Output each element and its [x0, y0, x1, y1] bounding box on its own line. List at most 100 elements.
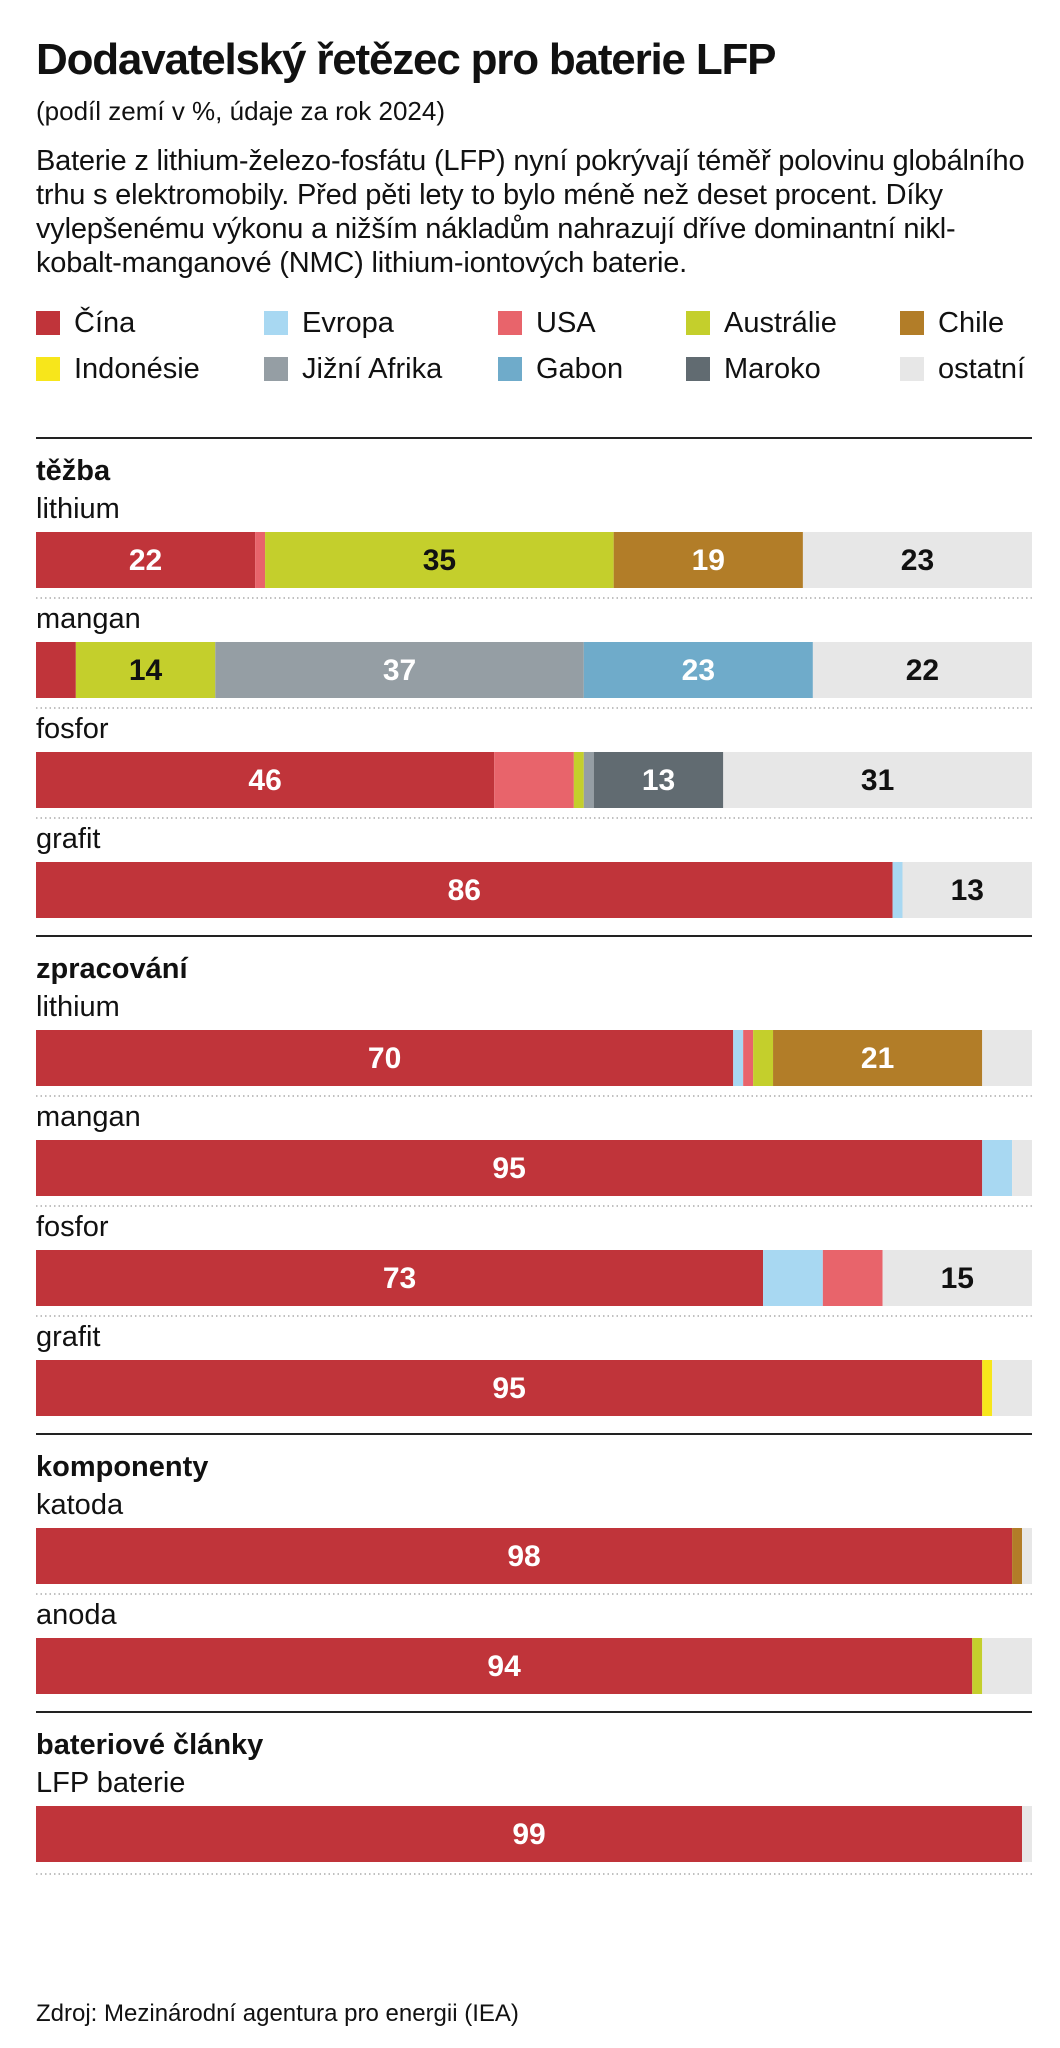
legend-swatch: [900, 357, 924, 381]
bar-segment-evropa: [982, 1140, 1013, 1196]
legend-item-chile: Chile: [900, 304, 1032, 342]
data-label: 95: [492, 1152, 525, 1185]
data-label: 13: [642, 764, 675, 797]
data-label: 46: [248, 764, 281, 797]
bar-segment-jizni_afrika: [215, 642, 584, 698]
legend-swatch: [498, 311, 522, 335]
legend-swatch: [36, 357, 60, 381]
legend-label: Jižní Afrika: [302, 353, 443, 385]
section-title: bateriové články: [36, 1729, 263, 1761]
row-label: mangan: [36, 603, 141, 635]
bar-segment-evropa: [892, 862, 903, 918]
data-label: 95: [492, 1372, 525, 1405]
bar-segment-usa: [255, 532, 266, 588]
data-label: 35: [423, 544, 456, 577]
legend-label: USA: [536, 307, 596, 339]
row-label: mangan: [36, 1101, 141, 1133]
legend-label: ostatní: [938, 353, 1026, 385]
bar-segment-ostatni: [1012, 1140, 1032, 1196]
bar-segment-ostatni: [1022, 1528, 1032, 1584]
legend-label: Chile: [938, 307, 1005, 339]
bar-segment-ostatni: [723, 752, 1032, 808]
bar-segment-cina: [36, 1030, 734, 1086]
bar-segment-ostatni: [812, 642, 1032, 698]
legend-item-jizni_afrika: Jižní Afrika: [264, 350, 498, 388]
bar-segment-cina: [36, 1360, 983, 1416]
legend-label: Maroko: [724, 353, 821, 385]
row-label: LFP baterie: [36, 1767, 185, 1799]
bar-segment-cina: [36, 862, 893, 918]
bar-segment-cina: [36, 1806, 1023, 1862]
stacked-bar-chart: těžba lithium 22 35 19 23 mangan 14 37 23 22 fosfor…: [36, 437, 1032, 1875]
legend-item-usa: USA: [498, 304, 686, 342]
data-label: 99: [512, 1818, 545, 1851]
data-label: 31: [861, 764, 894, 797]
data-label: 14: [129, 654, 163, 687]
bar-segment-cina: [36, 532, 256, 588]
row-label: grafit: [36, 1321, 100, 1353]
bar-segment-chile: [1012, 1528, 1023, 1584]
row-label: fosfor: [36, 713, 109, 745]
bar-segment-cina: [36, 752, 495, 808]
row-label: grafit: [36, 823, 100, 855]
legend-swatch: [498, 357, 522, 381]
bar-segment-cina: [36, 1140, 983, 1196]
chart-subtitle: (podíl zemí v %, údaje za rok 2024): [36, 96, 445, 126]
section-title: komponenty: [36, 1451, 208, 1483]
bar-segment-ostatni: [982, 1638, 1032, 1694]
legend-swatch: [900, 311, 924, 335]
bar-segment-ostatni: [982, 1030, 1032, 1086]
bar-segment-ostatni: [1022, 1806, 1032, 1862]
data-label: 19: [692, 544, 725, 577]
bar-segment-chile: [773, 1030, 983, 1086]
legend-item-evropa: Evropa: [264, 304, 498, 342]
bar-segment-cina: [36, 642, 76, 698]
legend-label: Evropa: [302, 307, 394, 339]
row-label: lithium: [36, 493, 120, 525]
data-label: 22: [906, 654, 939, 687]
source-note: Zdroj: Mezinárodní agentura pro energii …: [36, 2000, 519, 2027]
section-title: zpracování: [36, 953, 188, 985]
bar-segment-cina: [36, 1638, 973, 1694]
data-label: 98: [507, 1540, 540, 1573]
bar-segment-ostatni: [802, 532, 1032, 588]
legend-swatch: [686, 357, 710, 381]
legend-item-australie: Austrálie: [686, 304, 900, 342]
bar-segment-jizni_afrika: [583, 752, 594, 808]
data-label: 21: [861, 1042, 894, 1075]
bar-segment-ostatni: [902, 862, 1032, 918]
legend-item-indonesie: Indonésie: [36, 350, 264, 388]
data-label: 94: [487, 1650, 521, 1683]
data-label: 15: [941, 1262, 974, 1295]
section-title: těžba: [36, 455, 111, 487]
data-label: 73: [383, 1262, 416, 1295]
row-label: anoda: [36, 1599, 118, 1631]
data-label: 22: [129, 544, 162, 577]
bar-segment-australie: [972, 1638, 983, 1694]
bar-segment-evropa: [733, 1030, 744, 1086]
legend-label: Austrálie: [724, 307, 837, 339]
bar-segment-australie: [573, 752, 584, 808]
legend-item-cina: Čína: [36, 304, 264, 342]
bar-segment-usa: [494, 752, 574, 808]
bar-segment-usa: [743, 1030, 754, 1086]
data-label: 23: [682, 654, 715, 687]
bar-segment-gabon: [583, 642, 813, 698]
row-label: katoda: [36, 1489, 124, 1521]
legend-swatch: [264, 311, 288, 335]
bar-segment-ostatni: [882, 1250, 1032, 1306]
chart-description: Baterie z lithium-železo-fosfátu (LFP) n…: [36, 145, 1025, 279]
row-label: fosfor: [36, 1211, 109, 1243]
bar-segment-indonesie: [982, 1360, 993, 1416]
legend-swatch: [264, 357, 288, 381]
data-label: 70: [368, 1042, 401, 1075]
legend-swatch: [36, 311, 60, 335]
bar-segment-usa: [822, 1250, 883, 1306]
chart-title: Dodavatelský řetězec pro baterie LFP: [36, 35, 777, 84]
legend: Čína Evropa USA Austrálie Chile Indonésie Jižn…: [36, 304, 1032, 388]
legend-item-maroko: Maroko: [686, 350, 900, 388]
data-label: 86: [448, 874, 481, 907]
bar-segment-cina: [36, 1250, 764, 1306]
legend-label: Indonésie: [74, 353, 200, 385]
bar-segment-cina: [36, 1528, 1013, 1584]
